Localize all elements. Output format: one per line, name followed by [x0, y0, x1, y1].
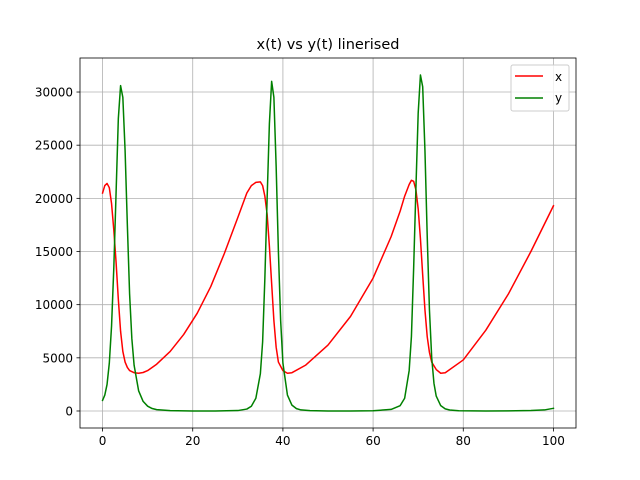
series-layer: [101, 74, 555, 412]
y-tick-label: 25000: [35, 139, 73, 153]
y-axis: 0 5000 10000 15000 20000 25000 30000: [35, 86, 80, 418]
x-tick-label: 20: [185, 434, 200, 448]
plot-area: [80, 58, 576, 428]
y-tick-label: 30000: [35, 86, 73, 100]
x-tick-label: 40: [275, 434, 290, 448]
y-tick-label: 10000: [35, 298, 73, 312]
y-tick-label: 5000: [42, 351, 73, 365]
y-tick-label: 0: [65, 404, 73, 418]
x-tick-label: 0: [99, 434, 107, 448]
x-tick-label: 100: [542, 434, 565, 448]
x-axis: 0 20 40 60 80 100: [99, 428, 565, 448]
legend: x y: [510, 64, 570, 112]
y-tick-label: 20000: [35, 192, 73, 206]
chart-title: x(t) vs y(t) linerised: [257, 37, 400, 53]
legend-label-x: x: [555, 70, 562, 84]
plot-frame: [79, 57, 577, 429]
legend-label-y: y: [555, 91, 562, 105]
series-line-x: [101, 179, 555, 374]
series-line-y: [101, 74, 555, 412]
x-tick-label: 60: [365, 434, 380, 448]
y-tick-label: 15000: [35, 245, 73, 259]
x-tick-label: 80: [456, 434, 471, 448]
